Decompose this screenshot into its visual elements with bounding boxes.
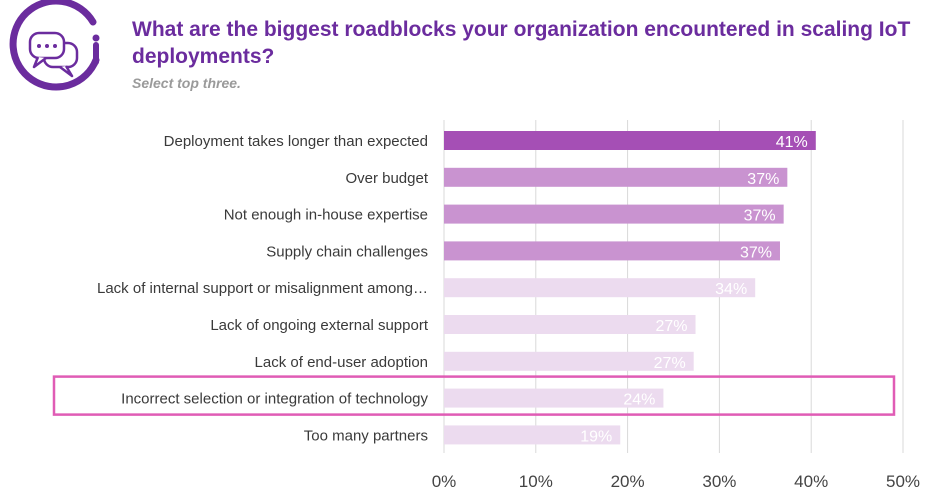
x-tick-label: 30%: [702, 472, 736, 491]
category-label: Supply chain challenges: [266, 243, 428, 260]
bar: [444, 315, 696, 334]
category-label: Too many partners: [304, 427, 428, 444]
category-label: Deployment takes longer than expected: [164, 133, 428, 150]
data-label: 37%: [740, 244, 772, 261]
bar: [444, 388, 664, 408]
category-label: Not enough in-house expertise: [224, 207, 428, 224]
x-tick-label: 50%: [886, 472, 920, 491]
data-label: 41%: [776, 134, 808, 151]
data-label: 27%: [656, 318, 688, 335]
bar: [444, 351, 694, 371]
category-label: Over budget: [345, 170, 428, 187]
speech-bubbles-icon: [9, 0, 100, 91]
category-label: Lack of internal support or misalignment…: [97, 280, 428, 297]
bar: [444, 131, 816, 150]
category-label: Incorrect selection or integration of te…: [121, 391, 428, 408]
bar: [444, 204, 784, 224]
bar: [444, 425, 621, 445]
data-label: 37%: [747, 171, 779, 188]
data-label: 24%: [623, 392, 655, 409]
data-label: 27%: [654, 355, 686, 372]
bar: [444, 278, 756, 298]
category-label: Lack of ongoing external support: [210, 317, 428, 334]
bar: [444, 167, 788, 187]
highlight-box: [52, 375, 896, 416]
chart-subtitle: Select top three.: [132, 75, 241, 91]
x-tick-label: 40%: [794, 472, 828, 491]
chart-title: What are the biggest roadblocks your org…: [132, 18, 911, 68]
x-tick-label: 10%: [519, 472, 553, 491]
data-label: 19%: [580, 428, 612, 445]
data-label: 34%: [715, 281, 747, 298]
bar: [444, 241, 780, 261]
category-label: Lack of end-user adoption: [255, 354, 428, 371]
x-tick-label: 0%: [432, 472, 457, 491]
data-label: 37%: [744, 208, 776, 225]
x-tick-label: 20%: [611, 472, 645, 491]
